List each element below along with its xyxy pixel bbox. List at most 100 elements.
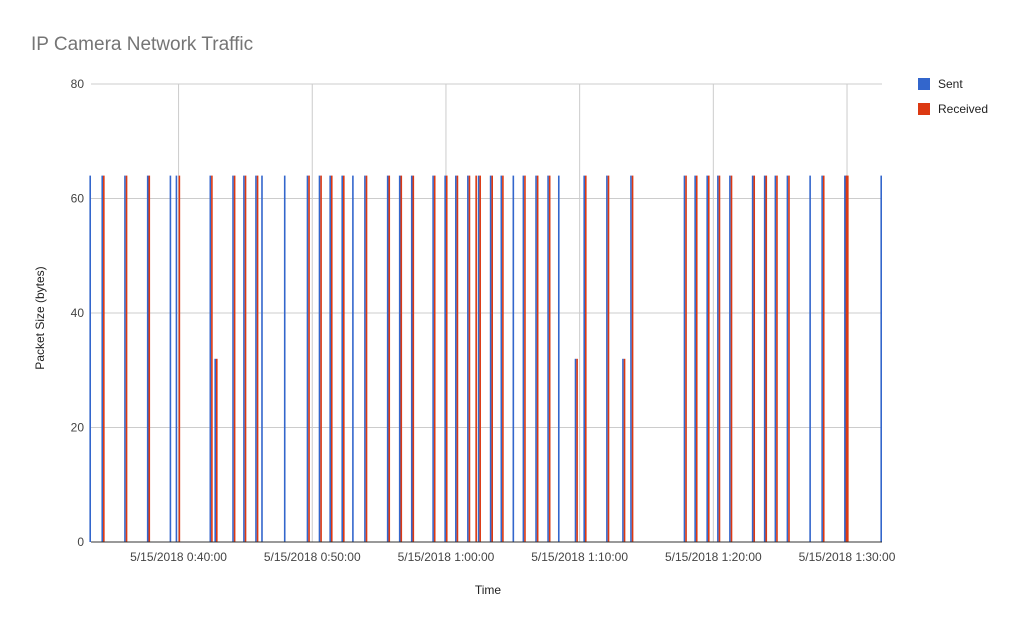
- bar-sent[interactable]: [574, 358, 577, 542]
- bar-received[interactable]: [233, 175, 236, 542]
- bar-sent[interactable]: [386, 175, 389, 542]
- bar-sent[interactable]: [786, 175, 789, 542]
- bar-received[interactable]: [148, 175, 151, 542]
- bar-sent[interactable]: [751, 175, 754, 542]
- bar-received[interactable]: [178, 175, 181, 542]
- bar-sent[interactable]: [352, 175, 354, 542]
- bar-sent[interactable]: [232, 175, 234, 542]
- bar-received[interactable]: [847, 175, 849, 542]
- bar-sent[interactable]: [774, 175, 777, 542]
- bar-received[interactable]: [776, 175, 778, 542]
- bar-sent[interactable]: [169, 175, 172, 542]
- bar-sent[interactable]: [306, 175, 309, 542]
- x-axis-title: Time: [475, 583, 502, 597]
- y-tick-label: 0: [77, 535, 84, 549]
- bar-received[interactable]: [308, 175, 310, 542]
- bar-sent[interactable]: [243, 175, 245, 542]
- bar-sent[interactable]: [261, 175, 263, 542]
- bar-received[interactable]: [502, 175, 504, 542]
- bar-received[interactable]: [491, 175, 493, 542]
- bar-sent[interactable]: [535, 175, 537, 542]
- bar-received[interactable]: [685, 175, 687, 542]
- bar-received[interactable]: [536, 175, 539, 542]
- bar-sent[interactable]: [583, 175, 585, 542]
- bar-received[interactable]: [576, 358, 578, 542]
- bar-received[interactable]: [330, 175, 333, 542]
- bar-sent[interactable]: [318, 175, 321, 542]
- bar-received[interactable]: [845, 175, 848, 542]
- bar-sent[interactable]: [444, 175, 446, 542]
- bar-received[interactable]: [524, 175, 526, 542]
- bar-sent[interactable]: [547, 175, 549, 542]
- bar-sent[interactable]: [255, 175, 257, 542]
- bar-received[interactable]: [412, 175, 415, 542]
- bar-received[interactable]: [103, 175, 105, 542]
- bar-sent[interactable]: [341, 175, 344, 542]
- bar-sent[interactable]: [124, 175, 126, 542]
- bar-received[interactable]: [730, 175, 733, 542]
- bar-sent[interactable]: [455, 175, 457, 542]
- bar-sent[interactable]: [214, 358, 216, 542]
- bar-sent[interactable]: [763, 175, 766, 542]
- bar-sent[interactable]: [622, 358, 624, 542]
- bar-sent[interactable]: [706, 175, 708, 542]
- bar-received[interactable]: [256, 175, 259, 542]
- bar-sent[interactable]: [522, 175, 525, 542]
- bar-received[interactable]: [125, 175, 128, 542]
- bar-sent[interactable]: [729, 175, 731, 542]
- bar-received[interactable]: [216, 358, 218, 542]
- bar-sent[interactable]: [694, 175, 696, 542]
- bar-received[interactable]: [822, 175, 825, 542]
- bar-received[interactable]: [788, 175, 790, 542]
- bar-sent[interactable]: [489, 175, 492, 542]
- bar-received[interactable]: [753, 175, 756, 542]
- bar-sent[interactable]: [364, 175, 366, 542]
- bar-sent[interactable]: [717, 175, 719, 542]
- bar-received[interactable]: [211, 175, 213, 542]
- bar-received[interactable]: [433, 175, 436, 542]
- bar-received[interactable]: [631, 175, 634, 542]
- bar-received[interactable]: [343, 175, 345, 542]
- bar-sent[interactable]: [89, 175, 91, 542]
- bar-received[interactable]: [365, 175, 368, 542]
- bar-sent[interactable]: [477, 175, 480, 542]
- bar-received[interactable]: [244, 175, 247, 542]
- bar-sent[interactable]: [467, 175, 469, 542]
- bar-sent[interactable]: [821, 175, 823, 542]
- bar-sent[interactable]: [557, 175, 560, 542]
- bar-received[interactable]: [475, 175, 477, 542]
- bar-sent[interactable]: [683, 175, 686, 542]
- bar-received[interactable]: [718, 175, 721, 542]
- bar-sent[interactable]: [500, 175, 503, 542]
- bar-sent[interactable]: [101, 175, 104, 542]
- bar-received[interactable]: [388, 175, 391, 542]
- bar-received[interactable]: [584, 175, 587, 542]
- bar-sent[interactable]: [175, 175, 178, 542]
- bar-sent[interactable]: [398, 175, 401, 542]
- bar-sent[interactable]: [329, 175, 331, 542]
- bar-sent[interactable]: [844, 175, 846, 542]
- bar-sent[interactable]: [809, 175, 811, 542]
- bar-received[interactable]: [765, 175, 768, 542]
- bar-sent[interactable]: [880, 175, 882, 542]
- bar-received[interactable]: [695, 175, 698, 542]
- bar-received[interactable]: [623, 358, 626, 542]
- legend-label: Received: [938, 102, 988, 116]
- bar-sent[interactable]: [512, 175, 515, 542]
- bar-received[interactable]: [607, 175, 610, 542]
- bar-sent[interactable]: [410, 175, 413, 542]
- bar-received[interactable]: [320, 175, 322, 542]
- bar-received[interactable]: [400, 175, 403, 542]
- bar-sent[interactable]: [283, 175, 286, 542]
- bar-sent[interactable]: [630, 175, 632, 542]
- bar-received[interactable]: [456, 175, 459, 542]
- bar-sent[interactable]: [432, 175, 434, 542]
- bar-received[interactable]: [445, 175, 448, 542]
- bar-received[interactable]: [707, 175, 710, 542]
- bar-received[interactable]: [468, 175, 471, 542]
- bar-sent[interactable]: [209, 175, 212, 542]
- bar-sent[interactable]: [146, 175, 149, 542]
- bar-received[interactable]: [479, 175, 481, 542]
- bar-received[interactable]: [548, 175, 551, 542]
- bar-sent[interactable]: [606, 175, 608, 542]
